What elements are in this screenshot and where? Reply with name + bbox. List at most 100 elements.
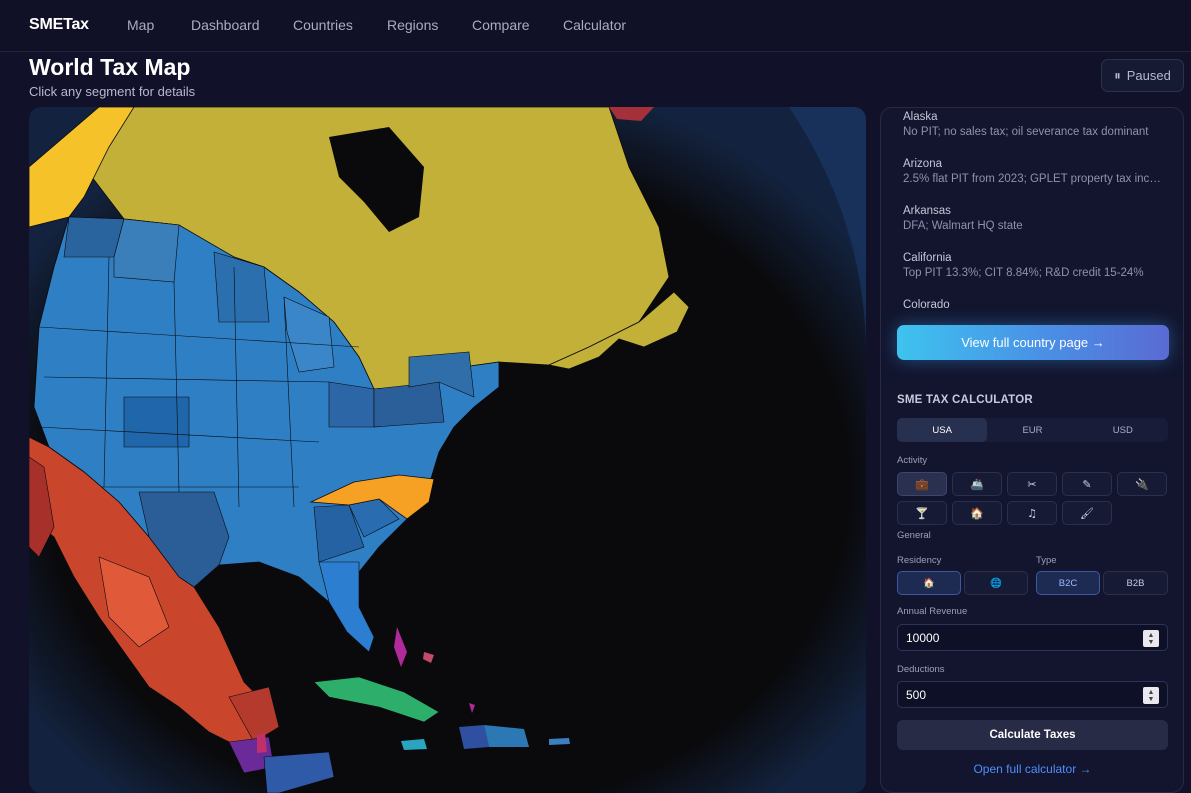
page-subtitle: Click any segment for details bbox=[29, 84, 196, 99]
region-cuba[interactable] bbox=[313, 676, 440, 723]
activity-shipping-button[interactable]: 🚢 bbox=[952, 472, 1002, 496]
pause-icon: ⏸ bbox=[1114, 67, 1121, 83]
state-new-york[interactable] bbox=[408, 351, 475, 398]
region-mexico-south[interactable] bbox=[98, 556, 170, 648]
region-bahamas[interactable] bbox=[394, 627, 407, 667]
currency-usd-tab[interactable]: USD bbox=[1112, 424, 1133, 436]
state-washington[interactable] bbox=[63, 216, 125, 258]
revenue-label: Annual Revenue bbox=[897, 606, 968, 617]
region-puerto-rico[interactable] bbox=[549, 738, 570, 745]
nav-link-map[interactable]: Map bbox=[127, 17, 155, 33]
deductions-label: Deductions bbox=[897, 664, 945, 675]
activity-art-button[interactable]: 🖌 bbox=[1062, 501, 1112, 525]
activity-general-button[interactable]: 💼 bbox=[897, 472, 947, 496]
paintbrush-icon: 🖌 bbox=[1080, 506, 1094, 520]
list-item[interactable]: Arkansas DFA; Walmart HQ state bbox=[903, 205, 1165, 232]
currency-eur-tab[interactable]: EUR bbox=[1022, 424, 1043, 436]
nav-link-countries[interactable]: Countries bbox=[293, 17, 353, 33]
state-desc: 2.5% flat PIT from 2023; GPLET property … bbox=[903, 173, 1165, 185]
region-baja[interactable] bbox=[29, 456, 55, 558]
state-georgia[interactable] bbox=[313, 504, 365, 563]
revenue-stepper[interactable]: ▲ ▼ bbox=[1143, 630, 1159, 647]
nav-link-regions[interactable]: Regions bbox=[387, 17, 439, 33]
list-item[interactable]: Colorado bbox=[903, 299, 950, 308]
residency-resident-button[interactable]: 🏠 bbox=[897, 571, 961, 595]
region-canada-east[interactable] bbox=[547, 291, 690, 370]
globe-map[interactable] bbox=[29, 107, 866, 793]
nav-link-compare[interactable]: Compare bbox=[472, 17, 530, 33]
nav-link-calculator[interactable]: Calculator bbox=[563, 17, 627, 33]
globe-svg[interactable] bbox=[29, 107, 866, 793]
activity-realestate-button[interactable]: 🏠 bbox=[952, 501, 1002, 525]
activity-music-button[interactable]: ♫ bbox=[1007, 501, 1057, 525]
details-panel: Alaska No PIT; no sales tax; oil severan… bbox=[880, 107, 1184, 793]
state-desc: No PIT; no sales tax; oil severance tax … bbox=[903, 126, 1149, 138]
state-desc: DFA; Walmart HQ state bbox=[903, 220, 1023, 232]
revenue-value: 10000 bbox=[906, 630, 940, 645]
state-name: Arkansas bbox=[903, 205, 951, 217]
region-caribbean-islands[interactable] bbox=[469, 703, 475, 713]
type-b2c-button[interactable]: B2C bbox=[1036, 571, 1100, 595]
state-name: Colorado bbox=[903, 299, 950, 308]
globe-rim bbox=[789, 107, 866, 367]
state-north-carolina[interactable] bbox=[309, 474, 435, 520]
house-icon: 🏠 bbox=[923, 577, 935, 589]
type-b2b-button[interactable]: B2B bbox=[1103, 571, 1168, 595]
revenue-input[interactable]: 10000 ▲ ▼ bbox=[897, 624, 1168, 651]
state-borders bbox=[38, 256, 360, 508]
state-michigan[interactable] bbox=[283, 296, 335, 373]
view-country-page-button[interactable]: View full country page → bbox=[897, 325, 1169, 360]
list-item[interactable]: Alaska No PIT; no sales tax; oil severan… bbox=[903, 111, 1165, 138]
open-full-calculator-link[interactable]: Open full calculator → bbox=[973, 762, 1092, 776]
state-desc: Top PIT 13.3%; CIT 8.84%; R&D credit 15-… bbox=[903, 267, 1144, 279]
page-title: World Tax Map bbox=[29, 54, 191, 80]
state-minnesota[interactable] bbox=[213, 251, 270, 323]
music-icon: ♫ bbox=[1027, 506, 1037, 520]
home-icon: 🏠 bbox=[970, 506, 984, 520]
region-yucatan[interactable] bbox=[228, 686, 280, 743]
region-honduras[interactable] bbox=[263, 751, 335, 793]
state-colorado[interactable] bbox=[123, 396, 190, 448]
pause-label: Paused bbox=[1126, 68, 1171, 83]
activity-tech-button[interactable]: 🔌 bbox=[1117, 472, 1167, 496]
activity-design-button[interactable]: ✎ bbox=[1062, 472, 1112, 496]
type-label: Type bbox=[1036, 555, 1057, 566]
region-belize[interactable] bbox=[257, 733, 267, 753]
briefcase-icon: 💼 bbox=[915, 477, 929, 491]
nav-link-dashboard[interactable]: Dashboard bbox=[191, 17, 260, 33]
region-haiti[interactable] bbox=[459, 725, 489, 749]
compass-icon: ✎ bbox=[1082, 477, 1092, 491]
scissors-icon: ✂ bbox=[1027, 477, 1037, 491]
state-name: Alaska bbox=[903, 111, 938, 123]
plug-icon: 🔌 bbox=[1135, 477, 1149, 491]
deductions-input[interactable]: 500 ▲ ▼ bbox=[897, 681, 1168, 708]
state-name: Arizona bbox=[903, 158, 942, 170]
list-item[interactable]: California Top PIT 13.3%; CIT 8.84%; R&D… bbox=[903, 252, 1165, 279]
state-list[interactable]: Alaska No PIT; no sales tax; oil severan… bbox=[881, 108, 1183, 308]
currency-usa-tab[interactable]: USA bbox=[897, 418, 988, 442]
region-alaska[interactable] bbox=[29, 107, 135, 228]
state-ohio[interactable] bbox=[328, 381, 375, 428]
region-greenland[interactable] bbox=[609, 107, 654, 121]
brand-logo[interactable]: SMETax bbox=[29, 16, 89, 33]
region-jamaica[interactable] bbox=[401, 739, 427, 750]
list-item[interactable]: Arizona 2.5% flat PIT from 2023; GPLET p… bbox=[903, 158, 1165, 185]
state-florida[interactable] bbox=[318, 561, 375, 653]
activity-hospitality-button[interactable]: 🍸 bbox=[897, 501, 947, 525]
region-dominican-rep[interactable] bbox=[484, 725, 529, 747]
region-bahamas-2[interactable] bbox=[423, 652, 434, 663]
activity-crafts-button[interactable]: ✂ bbox=[1007, 472, 1057, 496]
deductions-stepper[interactable]: ▲ ▼ bbox=[1143, 687, 1159, 704]
top-nav: SMETax Map Dashboard Countries Regions C… bbox=[0, 0, 1191, 52]
globe-icon: 🌐 bbox=[990, 577, 1002, 589]
ship-icon: 🚢 bbox=[970, 477, 984, 491]
cocktail-icon: 🍸 bbox=[915, 506, 929, 520]
deductions-value: 500 bbox=[906, 687, 927, 702]
state-montana[interactable] bbox=[113, 218, 180, 283]
activity-selected-label: General bbox=[897, 530, 931, 541]
pause-rotation-button[interactable]: ⏸ Paused bbox=[1101, 59, 1184, 92]
calculate-taxes-button[interactable]: Calculate Taxes bbox=[897, 720, 1168, 750]
state-pennsylvania[interactable] bbox=[373, 381, 445, 428]
residency-nonresident-button[interactable]: 🌐 bbox=[964, 571, 1028, 595]
activity-label: Activity bbox=[897, 455, 928, 466]
